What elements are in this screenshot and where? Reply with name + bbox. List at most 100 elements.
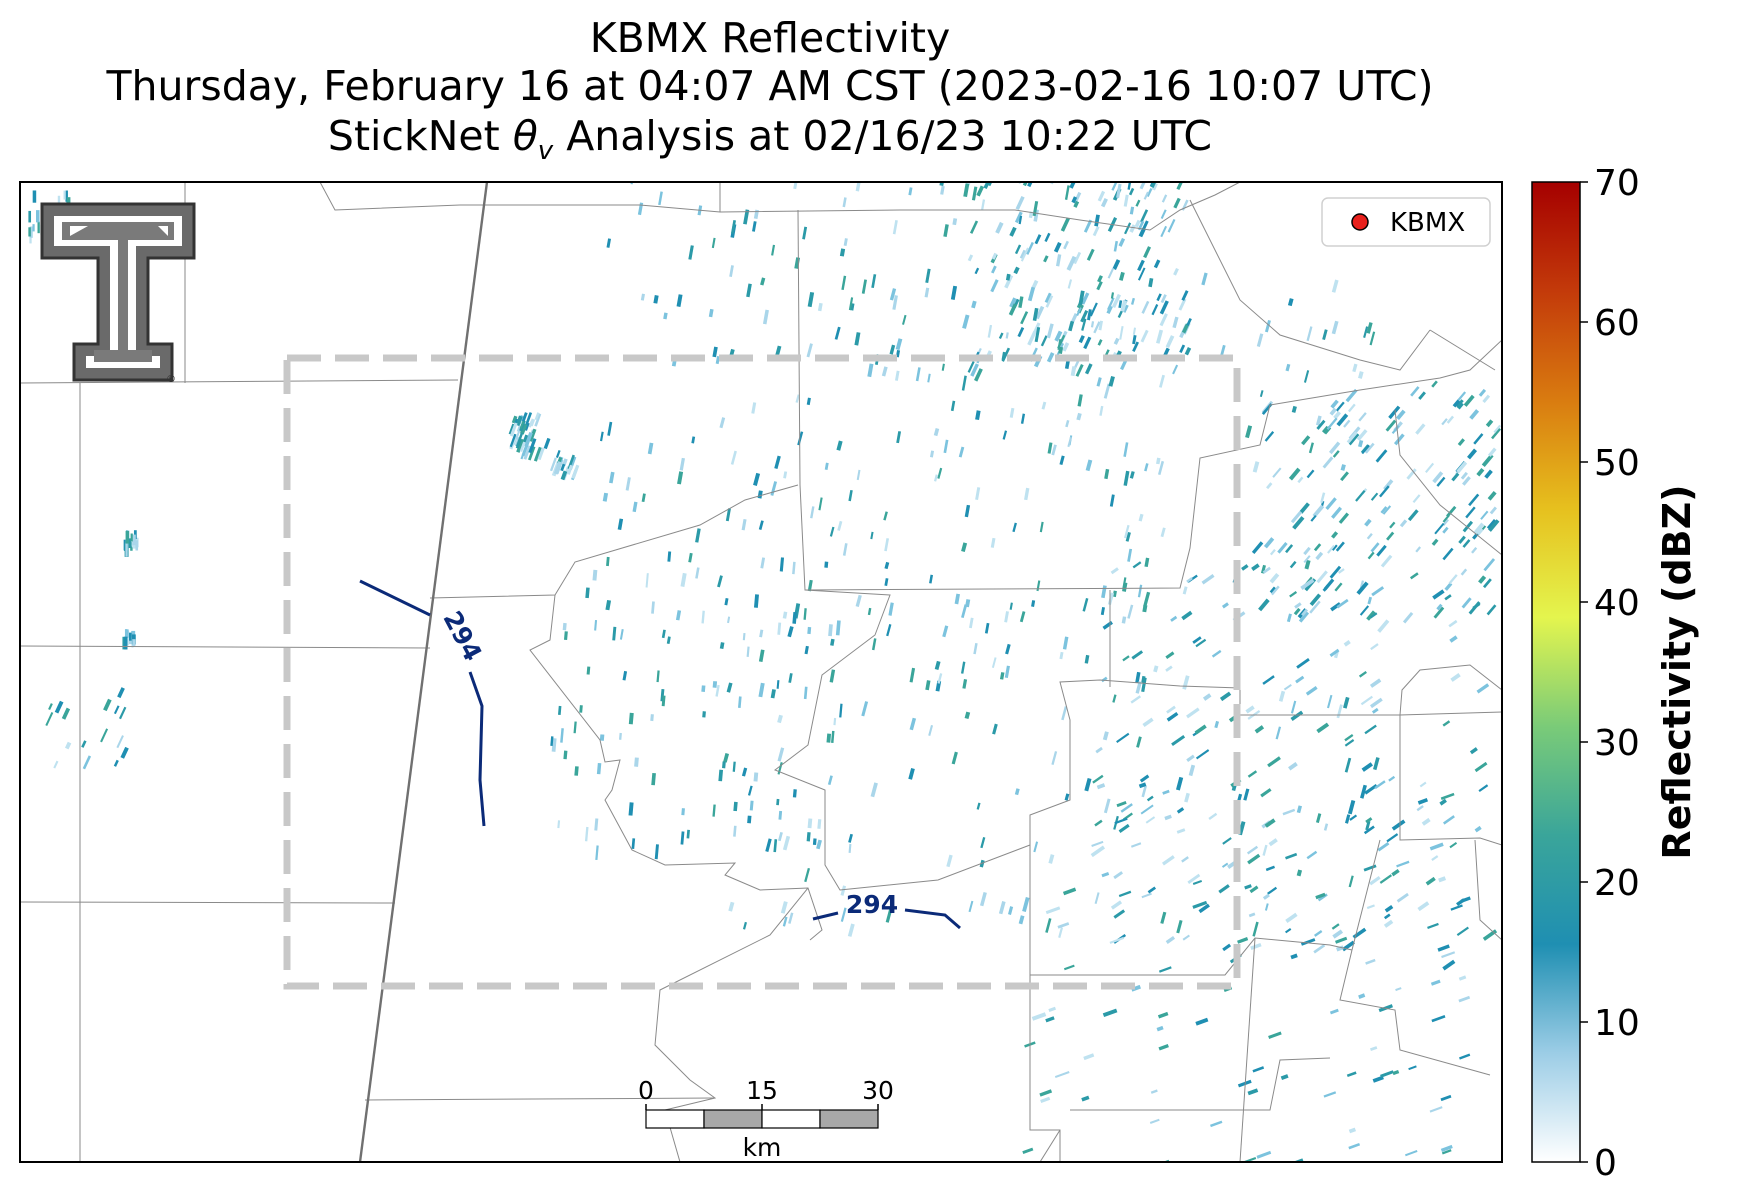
echo-pixel — [617, 518, 624, 530]
echo-pixel — [1073, 251, 1082, 265]
echo-pixel — [1303, 555, 1311, 564]
echo-pixel — [1322, 456, 1334, 469]
echo-pixel — [1331, 544, 1338, 551]
echo-pixel — [1129, 206, 1135, 215]
echo-pixel — [1132, 341, 1139, 352]
echo-pixel — [1020, 413, 1026, 424]
theta-symbol: θ — [512, 112, 538, 160]
echo-pixel — [881, 366, 888, 377]
echo-pixel — [1412, 494, 1421, 504]
colorbar-label: Reflectivity (dBZ) — [1655, 484, 1699, 859]
echo-pixel — [817, 302, 823, 312]
echo-pixel — [1098, 156, 1104, 165]
echo-pixel — [724, 598, 729, 606]
echo-pixel — [806, 832, 811, 842]
echo-pixel — [1382, 505, 1392, 515]
echo-pixel — [1296, 658, 1310, 669]
echo-pixel — [1361, 762, 1373, 772]
echo-pixel — [731, 219, 736, 234]
echo-pixel — [524, 412, 533, 427]
echo-pixel — [1344, 733, 1354, 742]
echo-pixel — [803, 608, 807, 620]
echo-pixel — [1008, 303, 1018, 316]
echo-pixel — [1112, 694, 1117, 703]
echo-pixel — [969, 220, 979, 234]
theta-subscript: v — [537, 136, 554, 167]
echo-pixel — [1481, 453, 1494, 467]
colorbar-ticks: 0 10 20 30 40 50 60 70 — [1580, 163, 1640, 1184]
echo-pixel — [1450, 673, 1461, 682]
echo-pixel — [1440, 792, 1455, 800]
echo-pixel — [1417, 901, 1430, 912]
colorbar-tick-label: 70 — [1594, 163, 1640, 204]
echo-pixel — [712, 346, 718, 358]
echo-pixel — [1068, 320, 1075, 332]
echo-pixel — [1046, 352, 1055, 363]
county-line — [1029, 975, 1061, 1162]
echo-pixel — [1358, 412, 1367, 422]
echo-pixel — [65, 190, 68, 202]
echo-pixel — [951, 751, 958, 765]
echo-pixel — [1094, 892, 1100, 905]
echo-pixel — [509, 422, 518, 437]
echo-pixel — [884, 561, 890, 570]
echo-pixel — [1336, 413, 1349, 427]
echo-pixel — [1064, 360, 1070, 369]
echo-pixel — [1218, 884, 1230, 894]
scale-segment — [761, 1109, 821, 1129]
echo-pixel — [1031, 600, 1036, 607]
echo-pixel — [656, 670, 660, 683]
colorbar: 0 10 20 30 40 50 60 70 Reflectivity (dBZ) — [1531, 163, 1699, 1184]
echo-pixel — [775, 345, 782, 357]
echo-pixel — [1132, 327, 1137, 335]
echo-pixel — [1439, 798, 1447, 806]
echo-pixel — [797, 431, 804, 446]
echo-pixel — [1467, 448, 1478, 460]
echo-pixel — [1442, 959, 1456, 971]
echo-pixel — [1123, 442, 1129, 457]
scale-bar: 0 15 30 km — [638, 1076, 894, 1162]
echo-pixel — [1458, 975, 1467, 981]
echo-pixel — [1358, 371, 1364, 379]
echo-pixel — [1267, 756, 1281, 768]
echo-pixel — [1144, 557, 1150, 568]
echo-pixel — [1246, 845, 1259, 855]
echo-pixel — [1330, 602, 1342, 612]
echo-pixel — [515, 432, 524, 447]
echo-pixel — [829, 669, 836, 683]
echo-pixel — [1473, 433, 1484, 445]
echo-pixel — [908, 187, 913, 196]
echo-pixel — [521, 445, 528, 457]
echo-pixel — [964, 504, 971, 518]
county-line — [20, 901, 396, 904]
echo-pixel — [557, 820, 561, 829]
echo-pixel — [1402, 611, 1414, 624]
echo-pixel — [680, 572, 687, 587]
echo-pixel — [708, 308, 714, 318]
echo-pixel — [1249, 885, 1259, 894]
echo-pixel — [1449, 841, 1458, 849]
echo-pixel — [1073, 200, 1080, 208]
echo-pixel — [1051, 444, 1057, 456]
echo-pixel — [594, 818, 599, 831]
echo-pixel — [1316, 1194, 1328, 1200]
echo-pixel — [924, 287, 930, 298]
echo-pixel — [1265, 865, 1275, 872]
echo-pixel — [1379, 485, 1390, 498]
echo-pixel — [792, 789, 797, 798]
echo-pixel — [1486, 519, 1497, 530]
echo-pixel — [625, 477, 631, 491]
echo-pixel — [854, 332, 861, 346]
echo-pixel — [1220, 344, 1226, 357]
echo-pixel — [1044, 292, 1052, 303]
echo-pixel — [884, 578, 889, 587]
echo-pixel — [1441, 1149, 1452, 1155]
echo-pixel — [1009, 226, 1017, 237]
echo-pixel — [1138, 782, 1147, 789]
echo-pixel — [1100, 198, 1108, 208]
echo-pixel — [1300, 578, 1315, 591]
county-line — [1039, 1129, 1061, 1162]
echo-pixel — [1181, 290, 1189, 301]
echo-pixel — [702, 711, 706, 718]
echo-pixel — [680, 831, 685, 845]
